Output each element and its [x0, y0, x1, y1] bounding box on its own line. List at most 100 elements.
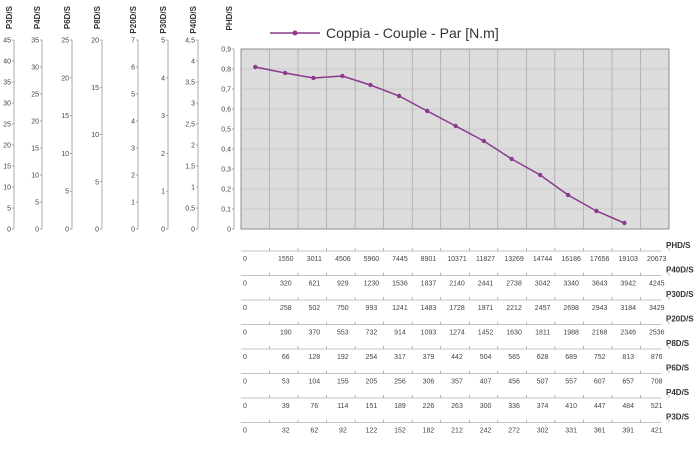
- row-value: 152: [394, 428, 406, 435]
- row-value: 708: [651, 379, 663, 386]
- row-value: 39: [282, 403, 290, 410]
- axis-tick-label: 20: [31, 119, 39, 126]
- row-value: 17656: [590, 256, 610, 263]
- axis-tick-label: 2: [191, 143, 195, 150]
- axis-tick-label: 0: [35, 227, 39, 234]
- speed-row: P20D/S 0 190 370 553 732 914 1093 1274 1452 1630 18…: [241, 315, 694, 337]
- axis-tick-label: 30: [3, 101, 11, 108]
- left-axis: 25 20 15 10 5 0 P6D/S: [61, 5, 73, 234]
- left-axis: 0,9 0,8 0,7 0,6 0,5 0,4 0,3 0,2 0,1 0 PHD/S: [221, 5, 235, 234]
- left-axis: 35 30 25 20 15 10 5 0 P4D/S: [31, 5, 43, 234]
- row-label: PHD/S: [666, 241, 691, 250]
- row-value: 357: [451, 379, 463, 386]
- row-value: 11827: [476, 256, 495, 263]
- row-value: 1728: [449, 305, 465, 312]
- axis-tick-label: 10: [61, 151, 69, 158]
- axis-tick-label: 0: [161, 227, 165, 234]
- row-value: 122: [366, 428, 378, 435]
- series-point: [425, 108, 430, 114]
- row-value: 2346: [620, 330, 636, 337]
- axis-tick-label: 1: [161, 189, 165, 196]
- axis-name: P3D/S: [5, 5, 14, 29]
- row-value: 2168: [592, 330, 608, 337]
- row-value: 336: [508, 403, 520, 410]
- row-value: 0: [243, 354, 247, 361]
- axis-tick-label: 2: [131, 173, 135, 180]
- series-point: [283, 70, 288, 76]
- row-value: 155: [337, 379, 349, 386]
- plot-area: [240, 48, 670, 230]
- row-value: 1811: [535, 330, 550, 337]
- row-value: 657: [622, 379, 634, 386]
- series-point: [509, 156, 514, 162]
- axis-tick-label: 3: [131, 146, 135, 153]
- axis-tick-label: 5: [7, 206, 11, 213]
- row-value: 3942: [620, 281, 636, 288]
- axis-tick-label: 2,5: [185, 122, 195, 129]
- axis-tick-label: 10: [91, 132, 99, 139]
- row-value: 317: [394, 354, 406, 361]
- axis-tick-label: 30: [31, 65, 39, 72]
- row-value: 1093: [421, 330, 437, 337]
- axis-tick-label: 20: [61, 75, 69, 82]
- row-value: 1230: [364, 281, 380, 288]
- axis-tick-label: 2: [161, 151, 165, 158]
- axis-tick-label: 20: [3, 143, 11, 150]
- row-value: 1483: [421, 305, 437, 312]
- row-value: 929: [337, 281, 349, 288]
- row-value: 13269: [504, 256, 524, 263]
- left-axis: 20 15 10 5 0 P8D/S: [91, 5, 103, 234]
- row-value: 302: [537, 428, 549, 435]
- series-point: [368, 82, 373, 88]
- row-value: 2457: [535, 305, 551, 312]
- series-line: [255, 66, 625, 224]
- row-value: 242: [480, 428, 492, 435]
- series-point: [453, 123, 458, 129]
- row-value: 914: [394, 330, 406, 337]
- row-value: 2441: [478, 281, 494, 288]
- row-value: 254: [366, 354, 378, 361]
- row-value: 263: [451, 403, 463, 410]
- row-value: 507: [537, 379, 549, 386]
- row-value: 607: [594, 379, 606, 386]
- row-value: 1536: [392, 281, 408, 288]
- axis-tick-label: 25: [3, 122, 11, 129]
- axis-name: P30D/S: [159, 5, 168, 33]
- row-value: 0: [243, 305, 247, 312]
- row-value: 5960: [364, 256, 380, 263]
- row-value: 76: [310, 403, 318, 410]
- row-value: 484: [622, 403, 634, 410]
- row-value: 2140: [449, 281, 465, 288]
- row-value: 628: [537, 354, 549, 361]
- row-value: 192: [337, 354, 349, 361]
- axis-tick-label: 5: [131, 92, 135, 99]
- row-value: 813: [622, 354, 634, 361]
- axis-tick-label: 4,5: [185, 38, 195, 45]
- axis-tick-label: 0,5: [221, 127, 231, 134]
- axis-tick-label: 45: [3, 38, 11, 45]
- axis-tick-label: 15: [61, 113, 69, 120]
- legend: Coppia - Couple - Par [N.m]: [270, 25, 499, 41]
- row-value: 3011: [307, 256, 322, 263]
- row-value: 114: [337, 403, 348, 410]
- row-label: P30D/S: [666, 290, 694, 299]
- axis-name: P6D/S: [63, 5, 72, 29]
- series-point: [340, 73, 345, 79]
- row-value: 565: [508, 354, 520, 361]
- left-axis: 45 40 35 30 25 20 15 10 5 0 P3D/S: [3, 5, 15, 234]
- axis-tick-label: 15: [91, 85, 99, 92]
- row-value: 504: [480, 354, 492, 361]
- row-value: 306: [423, 379, 435, 386]
- axis-tick-label: 35: [3, 80, 11, 87]
- row-label: P40D/S: [666, 266, 694, 275]
- row-value: 14744: [533, 256, 553, 263]
- row-value: 16186: [561, 256, 581, 263]
- axis-tick-label: 0,8: [221, 67, 231, 74]
- row-value: 1241: [392, 305, 408, 312]
- row-value: 2943: [592, 305, 608, 312]
- row-value: 442: [451, 354, 463, 361]
- row-value: 104: [308, 379, 320, 386]
- axis-tick-label: 0,7: [221, 87, 231, 94]
- axis-tick-label: 15: [31, 146, 39, 153]
- axis-name: P20D/S: [129, 5, 138, 33]
